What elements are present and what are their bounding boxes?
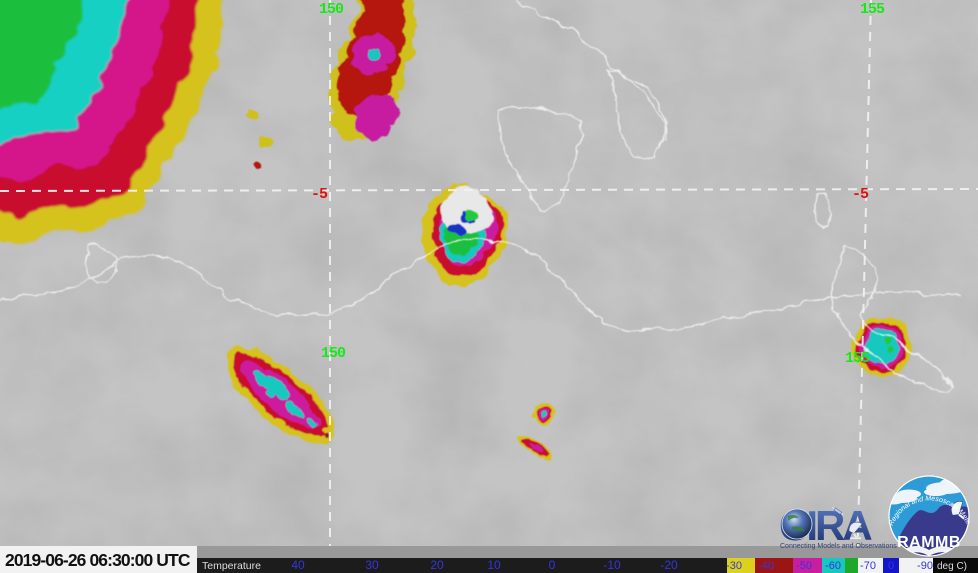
svg-text:155: 155 [860,1,885,18]
svg-text:150: 150 [321,345,346,362]
svg-text:-5: -5 [852,186,869,203]
svg-text:150: 150 [319,1,344,18]
svg-text:155: 155 [845,350,870,367]
svg-text:-5: -5 [311,186,328,203]
